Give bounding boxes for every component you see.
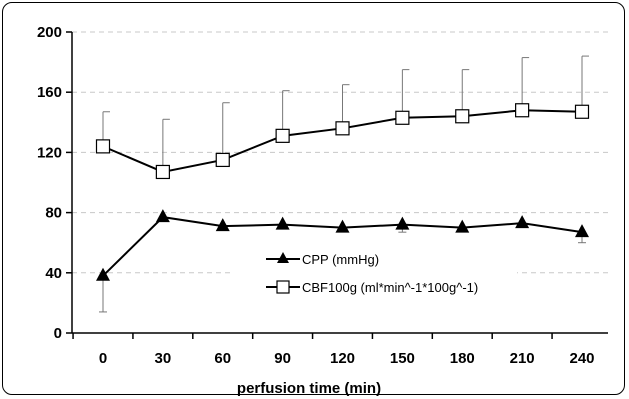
cbf100g-point-210 [515, 103, 530, 118]
chart-frame [2, 2, 625, 395]
y-tick-label-160: 160 [37, 84, 62, 101]
cpp-point-120 [335, 219, 350, 233]
y-tick-label-80: 80 [45, 205, 62, 222]
series [95, 103, 590, 281]
legend: CPP (mmHg) CBF100g (ml*min^-1*100g^-1) [232, 238, 517, 302]
x-tick-label-90: 90 [274, 350, 291, 367]
cbf100g-point-30 [155, 164, 170, 180]
x-tick-label-0: 0 [99, 350, 107, 367]
x-axis-title: perfusion time (min) [237, 380, 381, 397]
cpp-point-90 [275, 216, 290, 230]
cbf100g-point-120 [335, 121, 350, 136]
legend-label-cpp: CPP (mmHg) [302, 252, 379, 267]
x-tick-label-150: 150 [390, 350, 415, 367]
legend-marker-cbf100g [276, 280, 290, 294]
cpp-point-180 [455, 219, 470, 233]
cbf100g-point-0 [95, 139, 111, 154]
cbf100g-point-240 [574, 104, 590, 119]
x-tick-label-30: 30 [155, 350, 172, 367]
legend-label-cbf100g: CBF100g (ml*min^-1*100g^-1) [302, 280, 478, 295]
cbf100g-point-60 [215, 152, 230, 168]
cpp-point-30 [155, 209, 170, 223]
cpp-point-60 [215, 218, 230, 232]
cbf100g-point-180 [455, 109, 470, 124]
cpp-point-240 [575, 224, 589, 238]
cpp-point-210 [515, 215, 530, 229]
x-tick-label-240: 240 [569, 350, 594, 367]
cpp-point-0 [96, 267, 110, 281]
x-tick-label-210: 210 [510, 350, 535, 367]
y-tick-label-120: 120 [37, 144, 62, 161]
axes: 0 40 80 120 160 200 0 30 60 90 120 150 180 210 240 [37, 24, 608, 367]
x-tick-label-60: 60 [214, 350, 231, 367]
y-tick-label-200: 200 [37, 24, 62, 41]
y-tick-label-0: 0 [54, 325, 62, 342]
cbf100g-point-90 [275, 128, 290, 143]
gridlines [72, 31, 608, 274]
cbf100g-point-150 [395, 110, 410, 125]
error-bars [99, 55, 589, 313]
cpp-point-150 [395, 216, 410, 230]
y-tick-label-40: 40 [45, 265, 62, 282]
legend-marker-cpp [277, 252, 289, 263]
x-tick-label-120: 120 [330, 350, 355, 367]
x-tick-label-180: 180 [450, 350, 475, 367]
